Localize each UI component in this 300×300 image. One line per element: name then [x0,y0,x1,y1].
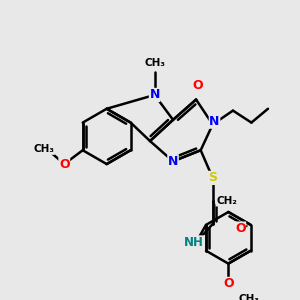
Text: N: N [168,155,178,168]
Text: O: O [193,79,203,92]
Text: O: O [235,222,246,235]
Text: N: N [209,115,220,128]
Text: CH₃: CH₃ [34,144,55,154]
Text: CH₂: CH₂ [216,196,237,206]
Text: CH₃: CH₃ [238,294,259,300]
Text: O: O [59,158,70,171]
Text: CH₃: CH₃ [144,58,165,68]
Text: S: S [208,171,217,184]
Text: NH: NH [184,236,204,249]
Text: O: O [223,278,234,290]
Text: N: N [149,88,160,101]
